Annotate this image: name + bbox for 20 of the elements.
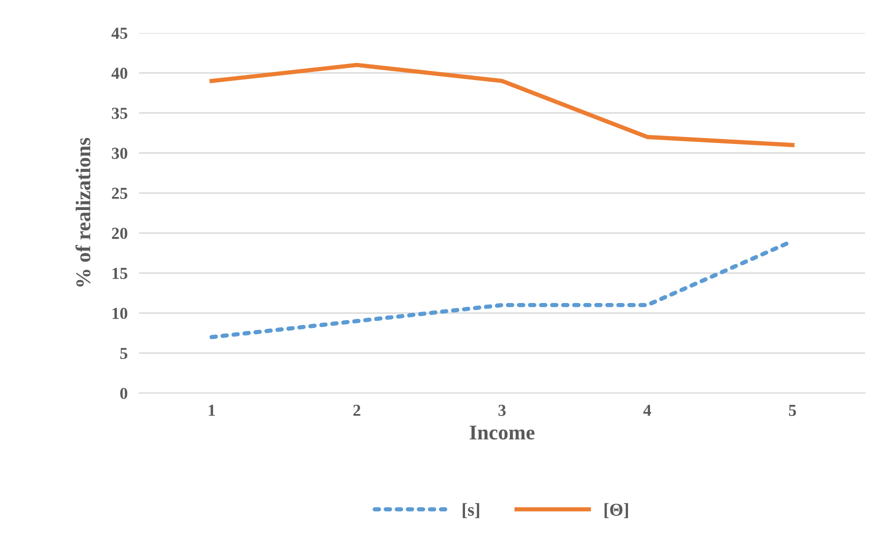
y-axis-title: % of realizations [75,138,90,287]
y-tick-label: 30 [112,148,128,159]
x-tick-label: 4 [643,404,652,416]
legend-label: [Θ] [604,503,628,518]
y-tick-label: 20 [112,228,128,239]
y-tick-label: 0 [120,388,128,400]
y-tick-label: 40 [111,68,128,79]
y-tick-label: 5 [120,348,128,360]
y-tick-label: 45 [111,28,128,39]
x-tick-label: 2 [353,404,360,416]
x-tick-label: 3 [498,404,506,416]
y-tick-label: 10 [112,308,128,320]
y-tick-label: 35 [112,108,128,119]
x-axis-title: Income [470,426,534,440]
x-tick-label: 5 [788,404,796,416]
y-tick-label: 25 [112,188,128,199]
y-tick-label: 15 [112,268,128,280]
legend-label: [s] [462,503,480,518]
x-tick-label: 1 [208,404,215,416]
line-series [210,62,795,148]
